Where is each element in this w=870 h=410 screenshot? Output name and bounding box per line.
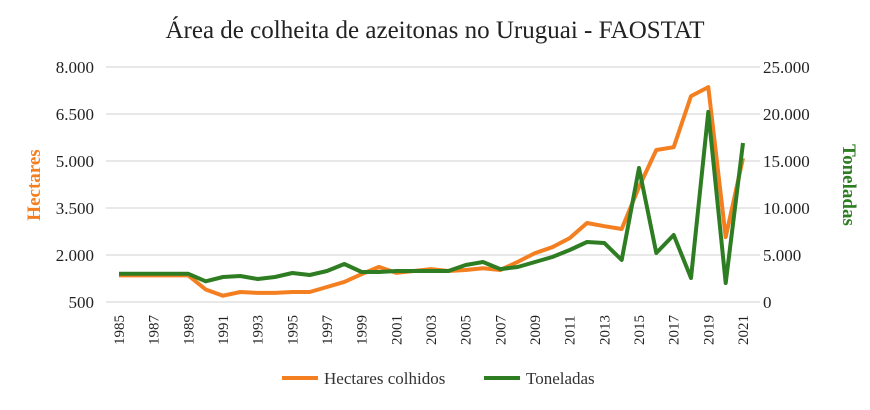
x-tick-label: 1997 bbox=[320, 315, 336, 346]
x-tick-label: 2009 bbox=[528, 315, 544, 345]
y2-tick-label: 5.000 bbox=[763, 246, 801, 265]
x-tick-label: 2017 bbox=[667, 315, 683, 346]
x-tick-label: 2019 bbox=[701, 315, 717, 345]
x-tick-label: 2013 bbox=[597, 315, 613, 345]
y2-tick-label: 0 bbox=[763, 293, 772, 312]
chart-title: Área de colheita de azeitonas no Uruguai… bbox=[165, 16, 704, 44]
right-axis-label: Toneladas bbox=[838, 144, 859, 226]
y2-tick-label: 10.000 bbox=[763, 199, 810, 218]
legend: Hectares colhidos Toneladas bbox=[282, 369, 595, 388]
x-tick-label: 1999 bbox=[355, 315, 371, 345]
x-tick-label: 2003 bbox=[424, 315, 440, 345]
y-tick-label: 500 bbox=[69, 293, 95, 312]
y2-tick-label: 20.000 bbox=[763, 105, 810, 124]
x-tick-label: 1985 bbox=[112, 315, 128, 345]
right-axis-ticks: 0 5.000 10.000 15.000 20.000 25.000 bbox=[763, 58, 810, 312]
x-tick-label: 1987 bbox=[147, 315, 163, 346]
x-tick-label: 1993 bbox=[251, 315, 267, 345]
x-axis-ticks: 1985 1987 1989 1991 1993 1995 1997 1999 2001 2003… bbox=[112, 315, 752, 346]
series-line-toneladas bbox=[119, 112, 743, 283]
legend-label-hectares: Hectares colhidos bbox=[324, 369, 445, 388]
x-tick-label: 2005 bbox=[459, 315, 475, 345]
x-tick-label: 1989 bbox=[181, 315, 197, 345]
left-axis-ticks: 500 2.000 3.500 5.000 6.500 8.000 bbox=[56, 58, 94, 312]
y-tick-label: 5.000 bbox=[56, 152, 94, 171]
y-tick-label: 8.000 bbox=[56, 58, 94, 77]
series-line-hectares bbox=[119, 87, 743, 296]
x-tick-label: 2015 bbox=[632, 315, 648, 345]
y2-tick-label: 25.000 bbox=[763, 58, 810, 77]
x-tick-label: 2021 bbox=[736, 315, 752, 345]
y-tick-label: 6.500 bbox=[56, 105, 94, 124]
x-tick-label: 2007 bbox=[493, 315, 509, 346]
x-tick-label: 2001 bbox=[389, 315, 405, 345]
legend-label-toneladas: Toneladas bbox=[526, 369, 595, 388]
x-tick-label: 1995 bbox=[285, 315, 301, 345]
x-tick-label: 2011 bbox=[563, 316, 579, 345]
left-axis-label: Hectares bbox=[24, 149, 45, 220]
y-tick-label: 3.500 bbox=[56, 199, 94, 218]
series-lines bbox=[119, 87, 743, 296]
y-tick-label: 2.000 bbox=[56, 246, 94, 265]
gridlines bbox=[106, 67, 760, 302]
y2-tick-label: 15.000 bbox=[763, 152, 810, 171]
x-tick-label: 1991 bbox=[216, 315, 232, 345]
